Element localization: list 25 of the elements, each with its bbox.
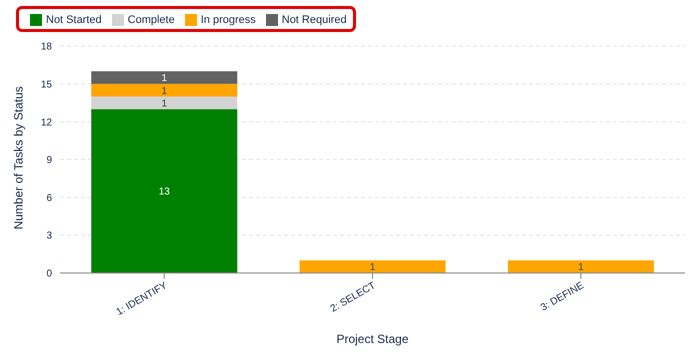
y-tick-label: 3 bbox=[46, 230, 52, 242]
data-label: 1 bbox=[578, 262, 584, 274]
data-label: 1 bbox=[370, 262, 376, 274]
legend-label: In progress bbox=[200, 14, 256, 26]
legend-label: Not Required bbox=[282, 14, 347, 26]
bar bbox=[91, 84, 238, 97]
x-axis-title: Project Stage bbox=[336, 332, 409, 346]
bar bbox=[91, 71, 238, 84]
bar bbox=[508, 260, 654, 273]
y-tick-label: 6 bbox=[46, 192, 52, 204]
bar bbox=[300, 260, 446, 273]
data-label: 1 bbox=[161, 86, 168, 97]
y-tick-label: 0 bbox=[46, 268, 52, 280]
data-label: 13 bbox=[158, 186, 170, 198]
legend-label: Complete bbox=[128, 14, 175, 26]
data-label: 1 bbox=[161, 98, 168, 110]
y-tick-label: 18 bbox=[40, 42, 52, 53]
data-label: 1 bbox=[161, 73, 168, 84]
y-tick-label: 15 bbox=[40, 79, 52, 90]
y-tick-label: 9 bbox=[46, 155, 52, 166]
bar bbox=[91, 109, 238, 273]
bar bbox=[91, 96, 238, 110]
y-axis-title: Number of Tasks by Status bbox=[11, 86, 26, 230]
legend-label: Not Started bbox=[46, 14, 102, 26]
y-tick-label: 12 bbox=[40, 117, 52, 128]
